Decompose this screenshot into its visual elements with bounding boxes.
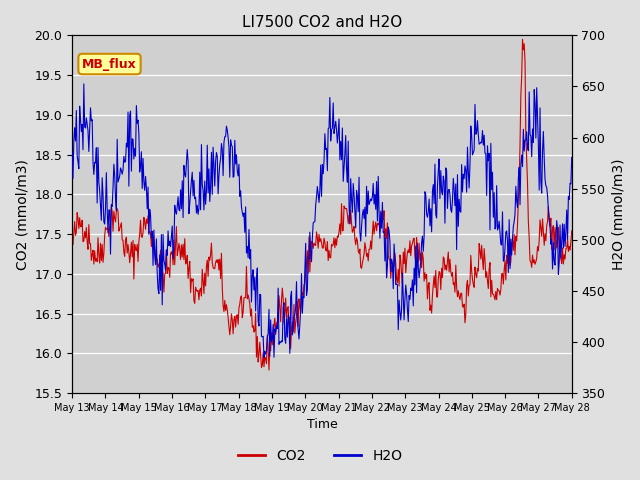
Legend: CO2, H2O: CO2, H2O	[232, 443, 408, 468]
X-axis label: Time: Time	[307, 419, 337, 432]
Y-axis label: CO2 (mmol/m3): CO2 (mmol/m3)	[15, 159, 29, 270]
Text: MB_flux: MB_flux	[82, 58, 137, 71]
Y-axis label: H2O (mmol/m3): H2O (mmol/m3)	[611, 158, 625, 270]
Title: LI7500 CO2 and H2O: LI7500 CO2 and H2O	[242, 15, 402, 30]
